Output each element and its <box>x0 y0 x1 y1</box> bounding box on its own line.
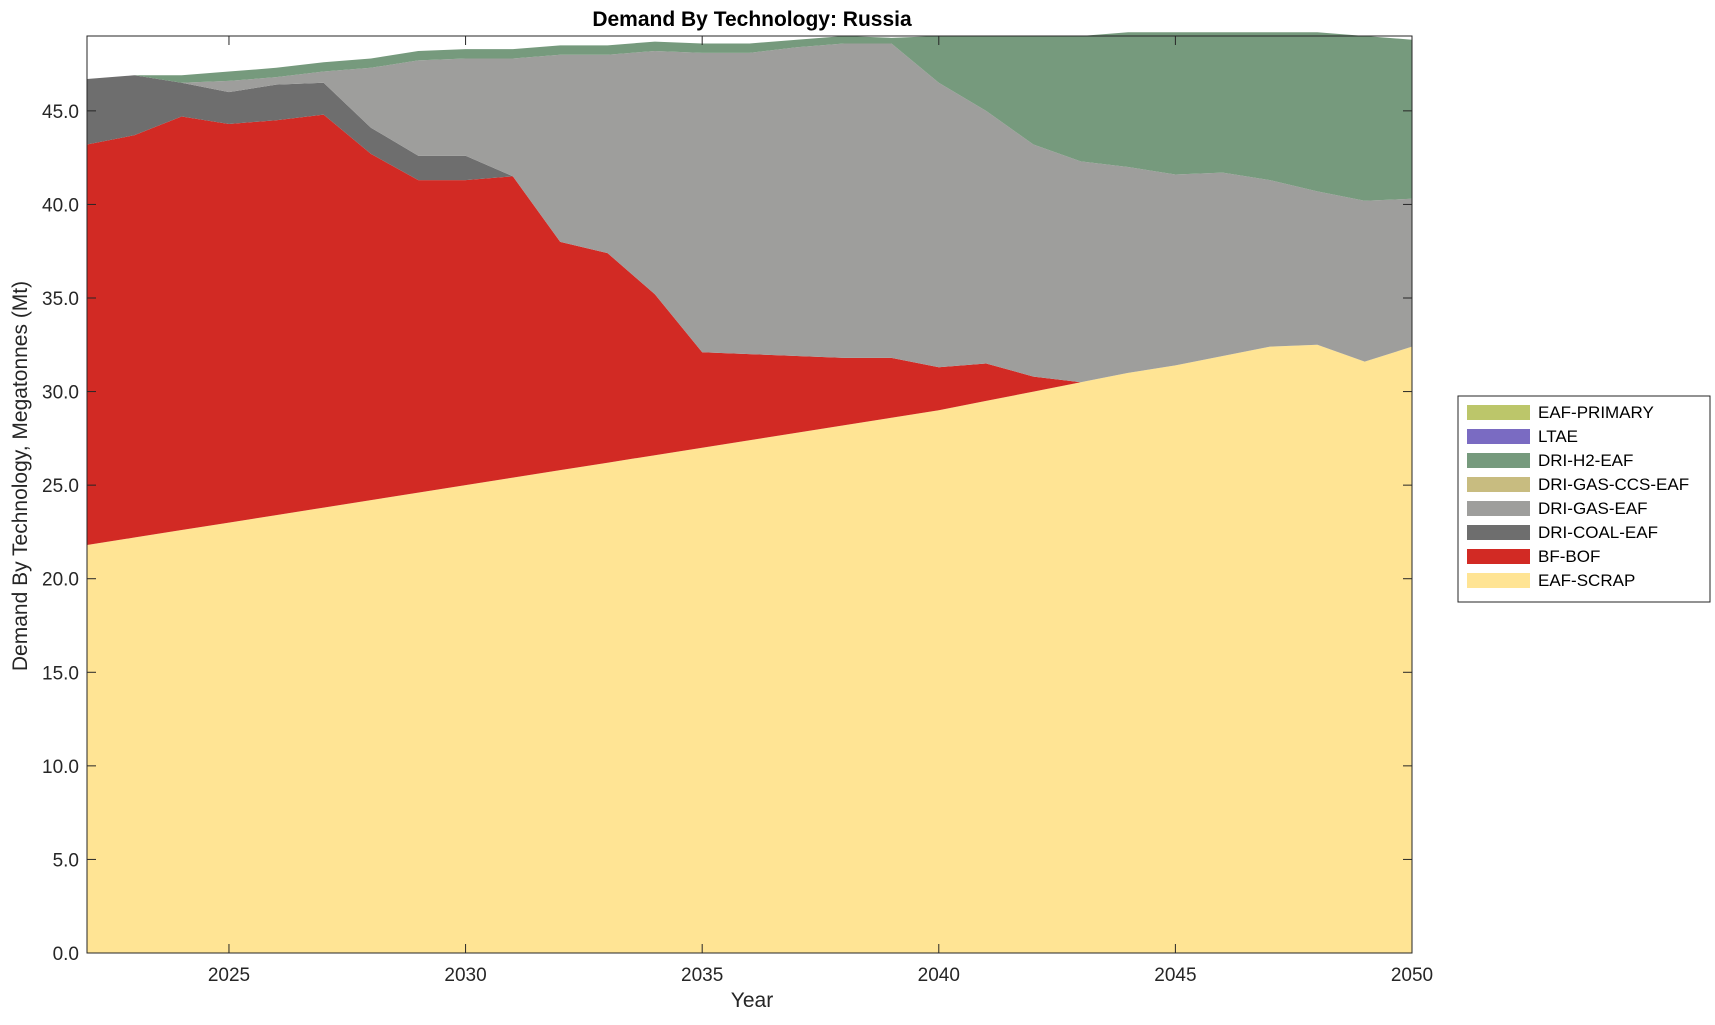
x-tick-label: 2025 <box>208 965 250 986</box>
x-tick-label: 2050 <box>1391 965 1433 986</box>
y-tick-label: 5.0 <box>53 850 79 871</box>
legend-swatch <box>1467 405 1530 420</box>
legend-swatch <box>1467 573 1530 588</box>
x-tick-label: 2030 <box>444 965 486 986</box>
area-bf-bof <box>87 114 1412 546</box>
x-tick-label: 2035 <box>681 965 723 986</box>
x-axis-label: Year <box>731 989 773 1012</box>
legend-label: LTAE <box>1538 427 1578 446</box>
legend-label: EAF-SCRAP <box>1538 571 1635 590</box>
legend-label: BF-BOF <box>1538 547 1600 566</box>
tick-labels: 2025 2030 2035 2040 2045 2050 0.0 5.0 10.0 15.0 20… <box>42 102 1433 986</box>
legend-label: DRI-H2-EAF <box>1538 451 1633 470</box>
y-tick-label: 10.0 <box>42 757 79 778</box>
y-tick-label: 20.0 <box>42 570 79 591</box>
x-tick-label: 2045 <box>1154 965 1196 986</box>
legend: EAF-PRIMARY LTAE DRI-H2-EAF DRI-GAS-CCS-EAF… <box>1457 395 1711 603</box>
legend-label: EAF-PRIMARY <box>1538 403 1654 422</box>
area-dri-h2-eaf <box>87 32 1412 201</box>
area-eaf-scrap <box>87 344 1412 953</box>
y-tick-label: 25.0 <box>42 476 79 497</box>
axes <box>86 35 1413 954</box>
legend-swatch <box>1467 477 1530 492</box>
area-dri-coal-eaf <box>87 75 1412 383</box>
x-tick-label: 2040 <box>918 965 960 986</box>
y-tick-label: 15.0 <box>42 663 79 684</box>
legend-label: DRI-GAS-CCS-EAF <box>1538 475 1689 494</box>
y-axis-label: Demand By Technology, Megatonnes (Mt) <box>9 281 32 671</box>
y-tick-label: 40.0 <box>42 195 79 216</box>
legend-label: DRI-COAL-EAF <box>1538 523 1658 542</box>
area-dri-gas-eaf <box>87 43 1412 383</box>
legend-swatch <box>1467 429 1530 444</box>
plot-frame <box>86 35 1413 954</box>
legend-swatch <box>1467 501 1530 516</box>
legend-swatch <box>1467 549 1530 564</box>
chart-title: Demand By Technology: Russia <box>592 8 912 31</box>
y-tick-label: 30.0 <box>42 383 79 404</box>
legend-label: DRI-GAS-EAF <box>1538 499 1648 518</box>
legend-swatch <box>1467 453 1530 468</box>
y-tick-label: 45.0 <box>42 102 79 123</box>
area-layers <box>87 32 1412 953</box>
legend-swatch <box>1467 525 1530 540</box>
y-tick-label: 0.0 <box>53 944 79 965</box>
y-tick-label: 35.0 <box>42 289 79 310</box>
